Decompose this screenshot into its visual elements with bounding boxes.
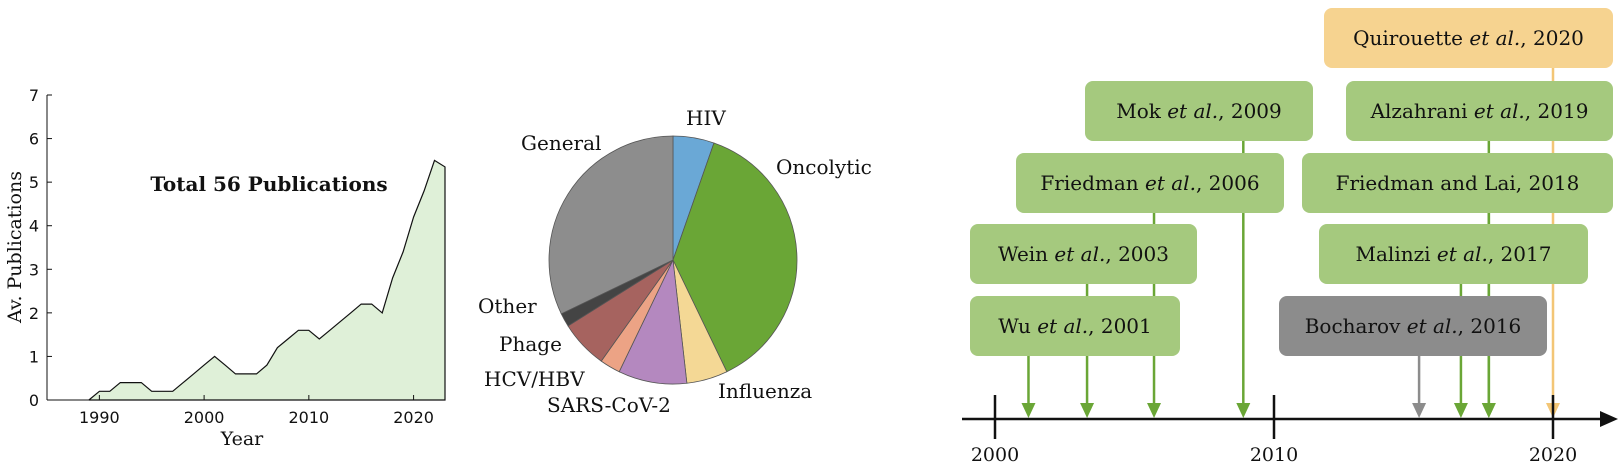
timeline-box-bocharov-2016: Bocharov et al., 2016 [1279, 296, 1547, 356]
author: Malinzi [1355, 242, 1431, 266]
author: Friedman and Lai [1335, 171, 1516, 195]
publications-area [88, 159, 446, 401]
x-tick-label: 1990 [79, 408, 120, 427]
year: 2017 [1500, 242, 1552, 266]
timeline-box-friedman-lai-2018: Friedman and Lai, 2018 [1302, 153, 1613, 213]
y-ticks: 0 1 2 3 4 5 6 7 [29, 86, 52, 410]
pie-label-phage: Phage [499, 332, 562, 356]
timeline-axis-arrowhead [1600, 411, 1618, 427]
author: Mok [1116, 99, 1161, 123]
year: 2006 [1208, 171, 1260, 195]
etal: et al. [1145, 171, 1196, 195]
y-tick-label: 5 [29, 173, 39, 192]
timeline-box-malinzi-2017: Malinzi et al., 2017 [1319, 224, 1588, 284]
timeline-arrow-head [1412, 403, 1427, 418]
timeline-box-alzahrani-2019: Alzahrani et al., 2019 [1346, 81, 1613, 141]
year: 2018 [1528, 171, 1580, 195]
author: Wein [998, 242, 1049, 266]
author: Friedman [1040, 171, 1139, 195]
y-tick-label: 1 [29, 347, 39, 366]
pie-labels: HIV Oncolytic Influenza SARS-CoV-2 HCV/H… [478, 106, 872, 417]
x-tick-label: 2010 [288, 408, 329, 427]
timeline-arrow-head [1481, 403, 1496, 418]
y-tick-label: 2 [29, 304, 39, 323]
timeline-arrow-head [1021, 403, 1036, 418]
etal: et al. [1469, 26, 1521, 50]
timeline-ticks: 2000 2010 2020 [971, 395, 1577, 466]
timeline-arrow-head [1453, 403, 1468, 418]
year: 2001 [1100, 314, 1152, 338]
y-tick-label: 6 [29, 130, 39, 149]
etal: et al. [1473, 99, 1525, 123]
y-tick-label: 4 [29, 217, 39, 236]
etal: et al. [1167, 99, 1219, 123]
pie-label-oncolytic: Oncolytic [776, 155, 872, 179]
y-tick-label: 0 [29, 391, 39, 410]
year: 2009 [1230, 99, 1282, 123]
timeline-arrow-head [1147, 403, 1162, 418]
publications-area-chart: 0 1 2 3 4 5 6 7 1990 2000 2010 2020 Total 56 Publi… [4, 86, 446, 450]
pie-label-influenza: Influenza [718, 379, 812, 403]
etal: et al. [1436, 242, 1488, 266]
timeline-arrow-head [1080, 403, 1095, 418]
timeline-box-wein-2003: Wein et al., 2003 [970, 224, 1197, 284]
pie-label-hcv-hbv: HCV/HBV [484, 367, 585, 391]
timeline-tick-label: 2010 [1250, 444, 1298, 466]
author: Alzahrani [1370, 99, 1468, 123]
year: 2016 [1470, 314, 1522, 338]
pie-chart [548, 135, 798, 385]
y-axis-label: Av. Publications [4, 171, 26, 324]
timeline-box-quirouette-2020: Quirouette et al., 2020 [1324, 8, 1613, 68]
year: 2019 [1537, 99, 1589, 123]
etal: et al. [1037, 314, 1089, 338]
timeline-arrow-head [1236, 403, 1251, 418]
timeline-box-friedman-2006: Friedman et al., 2006 [1016, 153, 1284, 213]
timeline-tick-label: 2000 [971, 444, 1019, 466]
etal: et al. [1406, 314, 1458, 338]
author: Wu [998, 314, 1031, 338]
y-tick-label: 3 [29, 260, 39, 279]
timeline-tick-label: 2020 [1529, 444, 1577, 466]
author: Bocharov [1304, 314, 1401, 338]
pie-label-other: Other [478, 294, 537, 318]
pie-label-general: General [521, 131, 601, 155]
pie-slice-general [548, 135, 674, 315]
timeline-box-wu-2001: Wu et al., 2001 [970, 296, 1180, 356]
x-ticks: 1990 2000 2010 2020 [79, 395, 434, 427]
etal: et al. [1054, 242, 1106, 266]
year: 2003 [1118, 242, 1169, 266]
pie-slice-oncolytic [672, 142, 798, 373]
author: Quirouette [1353, 26, 1463, 50]
year: 2020 [1533, 26, 1584, 50]
pie-label-sars-cov-2: SARS-CoV-2 [547, 393, 671, 417]
timeline-box-mok-2009: Mok et al., 2009 [1085, 81, 1313, 141]
x-axis-label: Year [220, 428, 264, 450]
y-tick-label: 7 [29, 86, 39, 105]
x-tick-label: 2020 [393, 408, 434, 427]
chart-title: Total 56 Publications [150, 172, 387, 196]
x-tick-label: 2000 [184, 408, 225, 427]
pie-label-hiv: HIV [686, 106, 726, 130]
